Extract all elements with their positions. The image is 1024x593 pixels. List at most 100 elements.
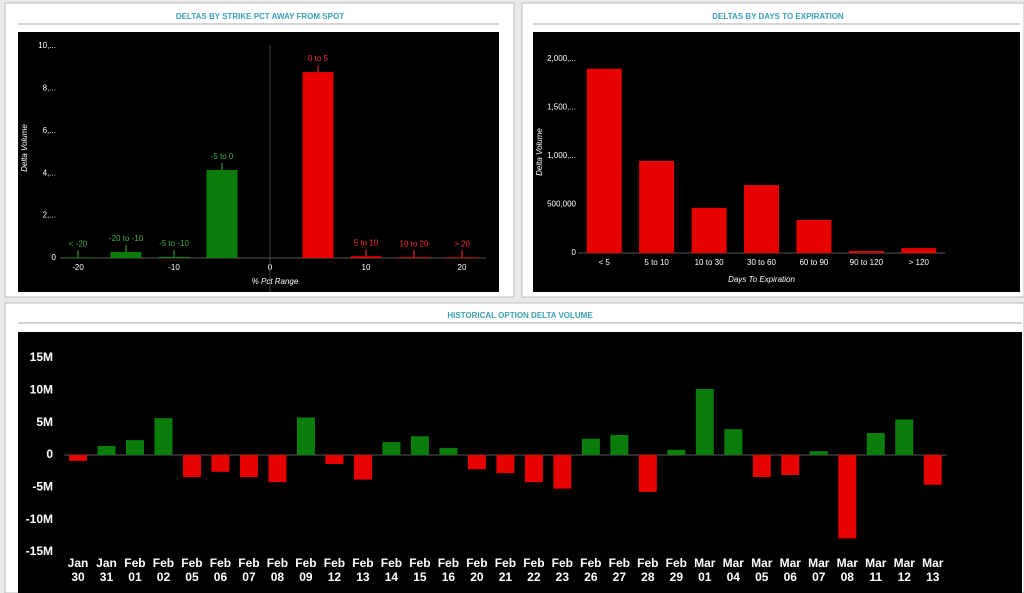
bar	[410, 436, 429, 455]
bar	[809, 451, 828, 455]
x-tick-label: 28	[641, 570, 655, 584]
bar	[446, 257, 478, 258]
y-tick-label: 2,000,...	[547, 54, 576, 63]
bar	[695, 389, 714, 455]
y-tick-label: 1,500,...	[547, 103, 576, 112]
chart-title: DELTAS BY DAYS TO EXPIRATION	[712, 12, 844, 21]
bar	[68, 455, 87, 461]
bar	[158, 256, 190, 258]
plot-area	[18, 32, 499, 292]
bar-label: -5 to -10	[159, 239, 189, 248]
x-tick-label: Feb	[523, 556, 544, 570]
x-tick-label: Feb	[409, 556, 430, 570]
x-tick-label: 06	[214, 570, 228, 584]
x-tick-label: Jan	[96, 556, 117, 570]
x-tick-label: Mar	[922, 556, 944, 570]
x-tick-label: Feb	[495, 556, 516, 570]
bar	[838, 455, 857, 539]
bar	[110, 252, 142, 258]
x-tick-label: 04	[727, 570, 741, 584]
y-tick-label: 10M	[30, 383, 53, 397]
x-tick-label: > 120	[909, 258, 930, 267]
y-tick-label: -15M	[26, 544, 53, 558]
x-tick-label: 12	[898, 570, 912, 584]
x-tick-label: 08	[841, 570, 855, 584]
x-tick-label: 10 to 30	[695, 258, 724, 267]
bar	[398, 257, 430, 258]
bar	[752, 455, 771, 477]
y-tick-label: 8,...	[43, 84, 56, 93]
x-tick-label: 02	[157, 570, 171, 584]
x-tick-label: 15	[413, 570, 427, 584]
bar	[206, 170, 238, 258]
bar	[211, 455, 230, 472]
bar	[901, 248, 937, 253]
x-tick-label: 09	[299, 570, 313, 584]
x-tick-label: 07	[242, 570, 256, 584]
x-tick-label: Feb	[609, 556, 630, 570]
chart-title: DELTAS BY STRIKE PCT AWAY FROM SPOT	[176, 12, 344, 21]
bar	[268, 455, 287, 483]
x-tick-label: Feb	[466, 556, 487, 570]
x-tick-label: 26	[584, 570, 598, 584]
x-tick-label: 01	[128, 570, 142, 584]
bar	[439, 447, 458, 455]
bar	[467, 455, 486, 470]
x-tick-label: Mar	[751, 556, 773, 570]
x-tick-label: 01	[698, 570, 712, 584]
x-axis-label: % Pct Range	[252, 277, 299, 286]
x-tick-label: 60 to 90	[799, 258, 828, 267]
x-tick-label: 5 to 10	[644, 258, 669, 267]
x-tick-label: -20	[72, 263, 84, 272]
bar	[239, 455, 258, 477]
bar	[581, 438, 600, 455]
bar	[350, 256, 382, 258]
bar-label: < -20	[69, 239, 88, 248]
x-tick-label: Feb	[580, 556, 601, 570]
y-tick-label: 0	[46, 447, 53, 461]
bar-label: -5 to 0	[211, 152, 234, 161]
x-tick-label: Feb	[552, 556, 573, 570]
x-tick-label: Mar	[780, 556, 802, 570]
x-tick-label: Feb	[637, 556, 658, 570]
x-tick-label: Feb	[295, 556, 316, 570]
bar	[586, 68, 622, 253]
bar-label: 5 to 10	[354, 238, 379, 247]
x-tick-label: Feb	[438, 556, 459, 570]
x-tick-label: < 5	[599, 258, 611, 267]
x-axis-label: Days To Expiration	[728, 275, 795, 284]
x-tick-label: 13	[926, 570, 940, 584]
y-tick-label: 4,...	[43, 168, 56, 177]
x-tick-label: 08	[271, 570, 285, 584]
x-tick-label: 27	[613, 570, 627, 584]
bar	[724, 429, 743, 455]
x-tick-label: 23	[556, 570, 570, 584]
x-tick-label: Mar	[694, 556, 716, 570]
bar	[302, 72, 334, 259]
x-tick-label: Feb	[124, 556, 145, 570]
bar	[744, 185, 779, 253]
bar	[154, 418, 173, 455]
bar	[848, 251, 884, 253]
bar	[895, 419, 914, 455]
x-tick-label: Feb	[181, 556, 202, 570]
bar	[296, 417, 315, 455]
y-tick-label: 500,000	[547, 200, 576, 209]
bar	[524, 455, 543, 483]
x-tick-label: Mar	[808, 556, 830, 570]
bar	[796, 220, 832, 253]
bar	[325, 455, 344, 465]
bar	[382, 442, 401, 455]
bar	[781, 455, 800, 476]
x-tick-label: Feb	[153, 556, 174, 570]
bar	[125, 440, 144, 455]
x-tick-label: Feb	[352, 556, 373, 570]
x-tick-label: 31	[100, 570, 114, 584]
x-tick-label: 10	[362, 263, 371, 272]
x-tick-label: 21	[499, 570, 513, 584]
bar	[353, 455, 372, 480]
y-tick-label: 2,...	[43, 211, 56, 220]
bar	[667, 449, 686, 455]
bar	[553, 455, 572, 489]
